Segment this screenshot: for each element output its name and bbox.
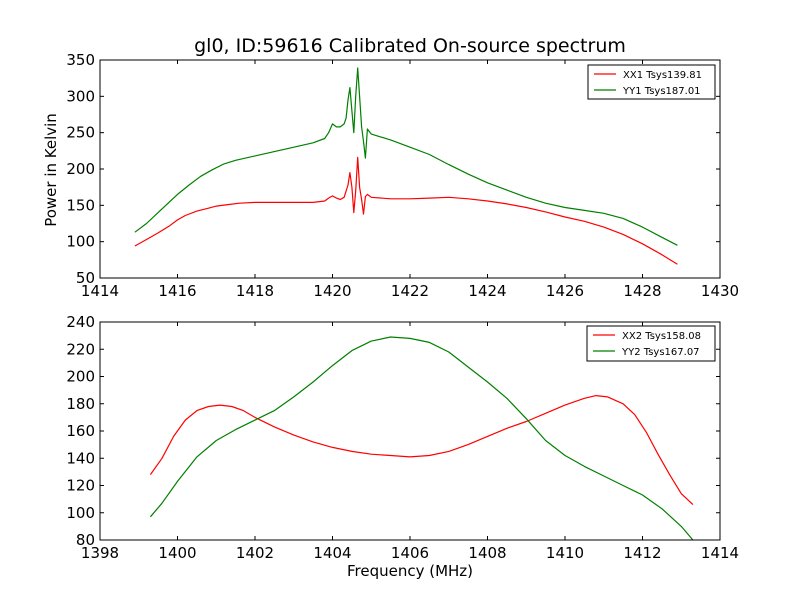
y-tick-label: 160 [66, 422, 95, 440]
bottom-panel: 1398 1400 1402 1404 1406 1408 1410 1412 1414 80 10… [66, 313, 739, 562]
series-line-2-2 [149, 336, 694, 541]
legend-label: YY2 Tsys167.07 [621, 347, 700, 358]
legend-box [587, 64, 716, 100]
legend-box [586, 325, 716, 362]
legend-label: YY1 Tsys187.01 [622, 86, 701, 97]
x-tick-label: 1414 [81, 282, 119, 300]
y-tick-label: 140 [66, 449, 95, 467]
top-panel: 1414 1416 1418 1420 1422 1424 1426 1428 1430 50 10… [66, 51, 739, 300]
x-tick-label: 1402 [236, 544, 274, 562]
y-tick-label: 180 [66, 395, 95, 413]
x-tick-label: 1428 [623, 282, 661, 300]
x-tick-label: 1426 [546, 282, 584, 300]
y-tick-label: 80 [76, 531, 95, 549]
x-tick-label: 1430 [701, 282, 739, 300]
y-tick-label: 300 [66, 87, 95, 105]
series-line-1-1 [134, 156, 678, 265]
x-tick-label: 1422 [391, 282, 429, 300]
y-tick-label: 50 [76, 269, 95, 287]
series-line-1-2 [134, 67, 678, 246]
x-tick-label: 1400 [158, 544, 196, 562]
y-tick-label: 200 [66, 368, 95, 386]
y-tick-label: 350 [66, 51, 95, 69]
x-tick-label: 1414 [701, 544, 739, 562]
y-tick-label: 100 [66, 504, 95, 522]
legend-label: XX1 Tsys139.81 [623, 70, 702, 81]
y-axis-label: Power in Kelvin [42, 113, 60, 227]
y-tick-label: 200 [66, 160, 95, 178]
x-axis-label: Frequency (MHz) [347, 562, 473, 580]
x-tick-label: 1410 [546, 544, 584, 562]
y-tick-label: 120 [66, 477, 95, 495]
y-tick-label: 150 [66, 196, 95, 214]
x-tick-label: 1420 [313, 282, 351, 300]
figure-title: gl0, ID:59616 Calibrated On-source spect… [194, 35, 626, 57]
x-tick-label: 1416 [158, 282, 196, 300]
x-tick-label: 1404 [313, 544, 351, 562]
y-tick-label: 220 [66, 340, 95, 358]
y-tick-label: 250 [66, 124, 95, 142]
series-line-2-1 [149, 395, 694, 506]
x-tick-label: 1406 [391, 544, 429, 562]
x-tick-label: 1418 [236, 282, 274, 300]
x-tick-label: 1398 [81, 544, 119, 562]
x-tick-label: 1412 [623, 544, 661, 562]
x-tick-label: 1408 [468, 544, 506, 562]
x-tick-label: 1424 [468, 282, 506, 300]
y-tick-label: 100 [66, 233, 95, 251]
y-tick-label: 240 [66, 313, 95, 331]
legend-label: XX2 Tsys158.08 [622, 331, 701, 342]
